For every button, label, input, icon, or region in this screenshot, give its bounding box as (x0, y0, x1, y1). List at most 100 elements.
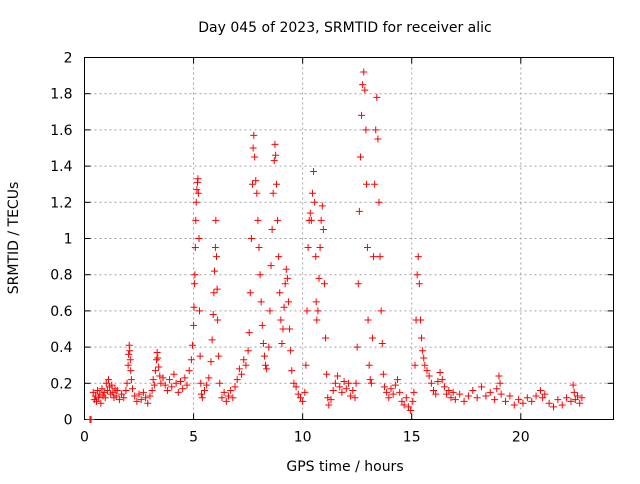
data-point (308, 189, 316, 197)
data-point (205, 374, 213, 382)
data-point (148, 387, 156, 395)
data-point (109, 388, 117, 396)
data-point (170, 370, 178, 378)
data-point (464, 392, 472, 400)
data-point (172, 379, 180, 387)
data-point (193, 186, 201, 194)
data-point (137, 396, 145, 404)
data-point (257, 298, 265, 306)
data-point (120, 394, 128, 402)
data-point (157, 379, 165, 387)
data-point (281, 280, 289, 288)
data-point (266, 307, 274, 315)
data-point (288, 367, 296, 375)
data-point (213, 285, 221, 293)
data-point (347, 392, 355, 400)
data-point (391, 381, 399, 389)
data-point (410, 388, 418, 396)
data-point (359, 81, 367, 89)
data-point (103, 387, 111, 395)
data-point (283, 274, 291, 282)
data-point (496, 379, 504, 387)
data-point (95, 394, 103, 402)
data-point (275, 253, 283, 261)
data-point (331, 379, 339, 387)
data-point (482, 392, 490, 400)
data-point (126, 347, 134, 355)
data-point (92, 397, 100, 405)
data-point (149, 376, 157, 384)
data-point (290, 379, 298, 387)
data-point (312, 298, 320, 306)
data-point (153, 349, 161, 357)
data-point (191, 271, 199, 279)
y-tick-label: 1.4 (50, 159, 72, 175)
data-point (97, 399, 105, 407)
data-point (211, 244, 219, 252)
data-point (194, 175, 202, 183)
data-point (166, 376, 174, 384)
data-point (322, 334, 330, 342)
data-point (539, 394, 547, 402)
data-point (125, 350, 133, 358)
x-tick-label: 20 (512, 430, 530, 446)
data-point (325, 401, 333, 409)
data-point (554, 396, 562, 404)
data-point (294, 390, 302, 398)
data-point (185, 367, 193, 375)
data-point (208, 336, 216, 344)
data-point (313, 316, 321, 324)
data-point (379, 370, 387, 378)
x-tick-label: 10 (294, 430, 312, 446)
data-point (216, 379, 224, 387)
data-point (118, 390, 126, 398)
data-point (265, 343, 273, 351)
data-point (306, 209, 314, 217)
data-point (418, 334, 426, 342)
data-point (320, 280, 328, 288)
data-point (100, 388, 108, 396)
data-point (353, 343, 361, 351)
data-point (323, 370, 331, 378)
data-point (314, 307, 322, 315)
data-point (495, 372, 503, 380)
data-point (195, 307, 203, 315)
data-point (258, 321, 266, 329)
data-point (523, 394, 531, 402)
data-point (307, 216, 315, 224)
data-point (361, 86, 369, 94)
data-point (456, 390, 464, 398)
data-point (377, 307, 385, 315)
data-point (366, 376, 374, 384)
y-tick-label: 0.6 (50, 304, 72, 320)
data-point (98, 385, 106, 393)
data-point (409, 397, 417, 405)
tick-layer: 00.20.40.60.811.21.41.61.820 5 10 15 20 (50, 51, 614, 446)
data-point (571, 396, 579, 404)
data-point (231, 383, 239, 391)
data-point (292, 383, 300, 391)
data-point (383, 388, 391, 396)
data-point (413, 271, 421, 279)
data-point (271, 140, 279, 148)
data-point (304, 244, 312, 252)
data-point (198, 394, 206, 402)
data-point (510, 401, 518, 409)
data-point (269, 189, 277, 197)
data-point (506, 392, 514, 400)
data-point (432, 390, 440, 398)
data-point (94, 387, 102, 395)
data-point (340, 377, 348, 385)
data-point (550, 403, 558, 411)
data-point (218, 394, 226, 402)
data-point (402, 394, 410, 402)
data-point (363, 244, 371, 252)
data-point (336, 383, 344, 391)
data-point (502, 397, 510, 405)
data-point (274, 216, 282, 224)
data-point (400, 401, 408, 409)
data-point (576, 399, 584, 407)
data-point (272, 180, 280, 188)
data-point (250, 131, 258, 139)
data-point (235, 365, 243, 373)
